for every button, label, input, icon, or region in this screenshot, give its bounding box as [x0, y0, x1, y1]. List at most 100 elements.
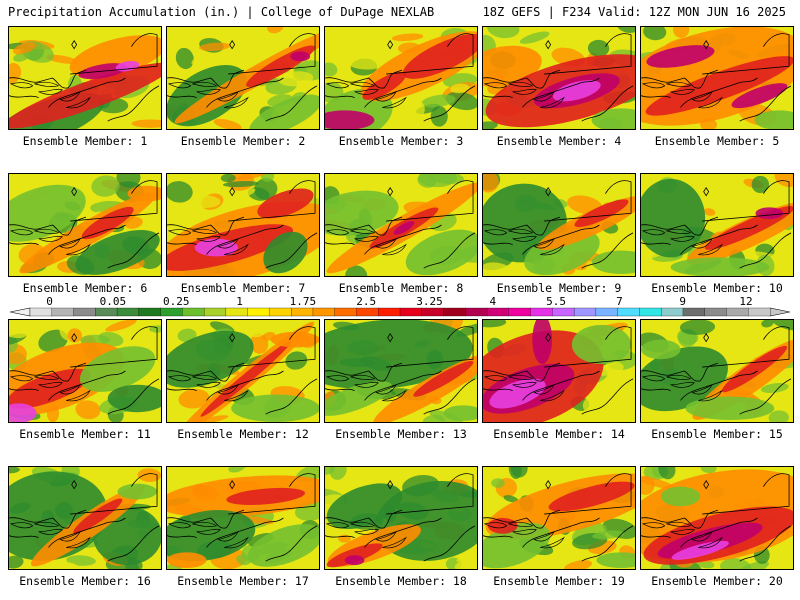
state-borders-overlay: [641, 473, 792, 562]
state-borders-overlay: [483, 473, 634, 562]
ensemble-member-map-20[interactable]: [640, 466, 794, 570]
precip-field: [9, 467, 161, 569]
colorbar-swatch: [203, 307, 227, 317]
ensemble-member-label-18: Ensemble Member: 18: [335, 574, 467, 588]
ensemble-member-label-20: Ensemble Member: 20: [651, 574, 783, 588]
colorbar-tick-label: 0.05: [100, 295, 127, 308]
colorbar-swatch: [682, 307, 706, 317]
colorbar-swatch: [225, 307, 249, 317]
colorbar-tick-label: 5.5: [546, 295, 566, 308]
ensemble-member-label-14: Ensemble Member: 14: [493, 427, 625, 441]
state-borders-overlay: [641, 326, 792, 415]
colorbar-left-arrow: [9, 307, 31, 317]
ensemble-member-map-17[interactable]: [166, 466, 320, 570]
ensemble-member-map-1[interactable]: [8, 26, 162, 130]
lake-outlines-overlay: [325, 521, 407, 549]
ensemble-member-map-6[interactable]: [8, 173, 162, 277]
ensemble-member-map-5[interactable]: [640, 26, 794, 130]
colorbar-swatch: [573, 307, 597, 317]
city-marker-icon: [703, 479, 710, 490]
state-borders-overlay: [483, 33, 634, 122]
lake-outlines-overlay: [325, 228, 407, 256]
ensemble-member-map-16[interactable]: [8, 466, 162, 570]
ensemble-member-label-10: Ensemble Member: 10: [651, 281, 783, 295]
city-marker-icon: [545, 186, 552, 197]
precip-field: [641, 27, 793, 129]
state-borders-overlay: [325, 33, 476, 122]
ensemble-member-map-8[interactable]: [324, 173, 478, 277]
lake-outlines-overlay: [641, 81, 723, 109]
colorbar-swatch: [182, 307, 205, 317]
map-title: Precipitation Accumulation (in.) | Colle…: [8, 5, 435, 19]
ensemble-member-map-3[interactable]: [324, 26, 478, 130]
ensemble-member-map-12[interactable]: [166, 319, 320, 423]
ensemble-member-label-1: Ensemble Member: 1: [22, 134, 148, 148]
precip-field: [483, 174, 635, 276]
state-borders-overlay: [167, 33, 318, 122]
ensemble-member-label-13: Ensemble Member: 13: [335, 427, 467, 441]
colorbar-tick-label: 0: [46, 295, 53, 308]
city-marker-icon: [703, 186, 710, 197]
precip-field: [325, 174, 477, 276]
ensemble-member-label-5: Ensemble Member: 5: [654, 134, 780, 148]
colorbar-swatch: [378, 307, 401, 317]
lake-outlines-overlay: [325, 374, 407, 402]
city-marker-icon: [387, 186, 394, 197]
lake-outlines-overlay: [9, 374, 91, 402]
ensemble-member-label-4: Ensemble Member: 4: [496, 134, 622, 148]
precip-field: [9, 320, 161, 422]
city-marker-icon: [545, 39, 552, 50]
precip-field: [167, 467, 319, 569]
ensemble-member-label-2: Ensemble Member: 2: [180, 134, 306, 148]
ensemble-member-map-9[interactable]: [482, 173, 636, 277]
state-borders-overlay: [167, 180, 318, 269]
ensemble-member-label-11: Ensemble Member: 11: [19, 427, 151, 441]
colorbar-svg: 0 0.05 0.25 1 1.75 2.5 3.25 4 5.5 7 9 12: [9, 295, 791, 317]
ensemble-member-map-19[interactable]: [482, 466, 636, 570]
colorbar-tick-label: 4: [489, 295, 496, 308]
colorbar-swatch: [95, 307, 118, 317]
ensemble-member-label-16: Ensemble Member: 16: [19, 574, 151, 588]
state-borders-overlay: [641, 33, 792, 122]
precip-field: [9, 27, 161, 129]
ensemble-member-map-2[interactable]: [166, 26, 320, 130]
ensemble-member-map-7[interactable]: [166, 173, 320, 277]
city-marker-icon: [229, 186, 236, 197]
ensemble-member-map-10[interactable]: [640, 173, 794, 277]
state-borders-overlay: [9, 180, 160, 269]
city-marker-icon: [703, 332, 710, 343]
colorbar-swatch: [29, 307, 53, 317]
city-marker-icon: [71, 186, 78, 197]
colorbar-swatch: [661, 307, 684, 317]
precip-field: [641, 467, 793, 569]
precip-field: [167, 320, 319, 422]
ensemble-member-map-4[interactable]: [482, 26, 636, 130]
colorbar-swatch: [160, 307, 183, 317]
colorbar-swatch: [617, 307, 640, 317]
colorbar-swatch: [356, 307, 379, 317]
ensemble-member-label-12: Ensemble Member: 12: [177, 427, 309, 441]
state-borders-overlay: [325, 473, 476, 562]
city-marker-icon: [229, 332, 236, 343]
colorbar-swatch: [399, 307, 423, 317]
state-borders-overlay: [9, 326, 160, 415]
colorbar-swatch: [116, 307, 140, 317]
lake-outlines-overlay: [641, 374, 723, 402]
colorbar-swatch: [530, 307, 553, 317]
colorbar-tick-label: 3.25: [416, 295, 443, 308]
city-marker-icon: [387, 39, 394, 50]
state-borders-overlay: [9, 33, 160, 122]
ensemble-member-map-13[interactable]: [324, 319, 478, 423]
ensemble-member-map-15[interactable]: [640, 319, 794, 423]
ensemble-member-map-11[interactable]: [8, 319, 162, 423]
city-marker-icon: [545, 479, 552, 490]
colorbar-swatch: [269, 307, 292, 317]
ensemble-member-map-14[interactable]: [482, 319, 636, 423]
colorbar-tick-label: 2.5: [356, 295, 376, 308]
ensemble-member-map-18[interactable]: [324, 466, 478, 570]
precip-field: [325, 467, 477, 569]
lake-outlines-overlay: [325, 81, 407, 109]
colorbar-swatch: [704, 307, 727, 317]
state-borders-overlay: [167, 326, 318, 415]
colorbar-swatch: [334, 307, 357, 317]
